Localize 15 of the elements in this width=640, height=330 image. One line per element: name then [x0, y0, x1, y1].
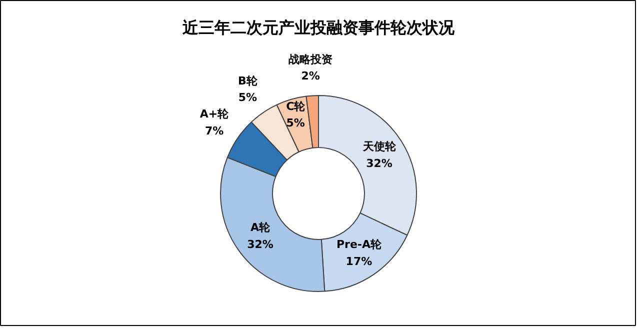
slice-label: 天使轮 — [362, 140, 397, 153]
data-label: 32% — [366, 156, 392, 170]
slice-label: A+轮 — [200, 108, 230, 121]
slice-label: 战略投资 — [288, 52, 333, 66]
data-label: 2% — [301, 70, 320, 83]
slice-label: B轮 — [238, 74, 258, 88]
chart-title: 近三年二次元产业投融资事件轮次状况 — [182, 18, 456, 37]
data-label: 7% — [204, 124, 224, 138]
data-label: 17% — [346, 255, 372, 268]
slice-label: C轮 — [286, 100, 306, 113]
slice-label: Pre-A轮 — [336, 238, 382, 252]
data-label: 5% — [238, 91, 258, 104]
data-label: 32% — [247, 238, 274, 251]
slice-label: A轮 — [250, 220, 272, 234]
data-label: 5% — [286, 116, 305, 130]
